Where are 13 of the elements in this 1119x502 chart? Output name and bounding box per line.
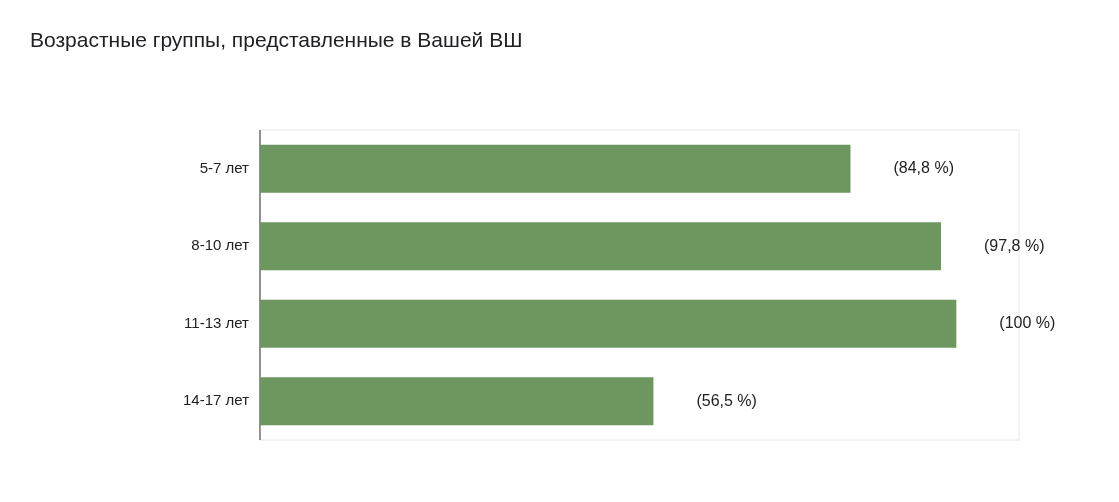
data-label: (100 %) — [999, 314, 1056, 332]
data-label: (56,5 %) — [696, 391, 757, 409]
bar — [260, 299, 957, 348]
data-label: (97,8 %) — [984, 236, 1045, 254]
y-tick-label: 5-7 лет — [199, 158, 250, 176]
bar — [260, 377, 654, 426]
bar — [260, 144, 851, 193]
chart-title: Возрастные группы, представленные в Вашей ВШ — [30, 28, 523, 52]
data-label: (84,8 %) — [893, 159, 954, 177]
y-tick-label: 8-10 лет — [191, 236, 250, 254]
bar — [260, 222, 942, 271]
y-tick-label: 11-13 лет — [184, 313, 250, 331]
y-tick-label: 14-17 лет — [183, 391, 250, 409]
